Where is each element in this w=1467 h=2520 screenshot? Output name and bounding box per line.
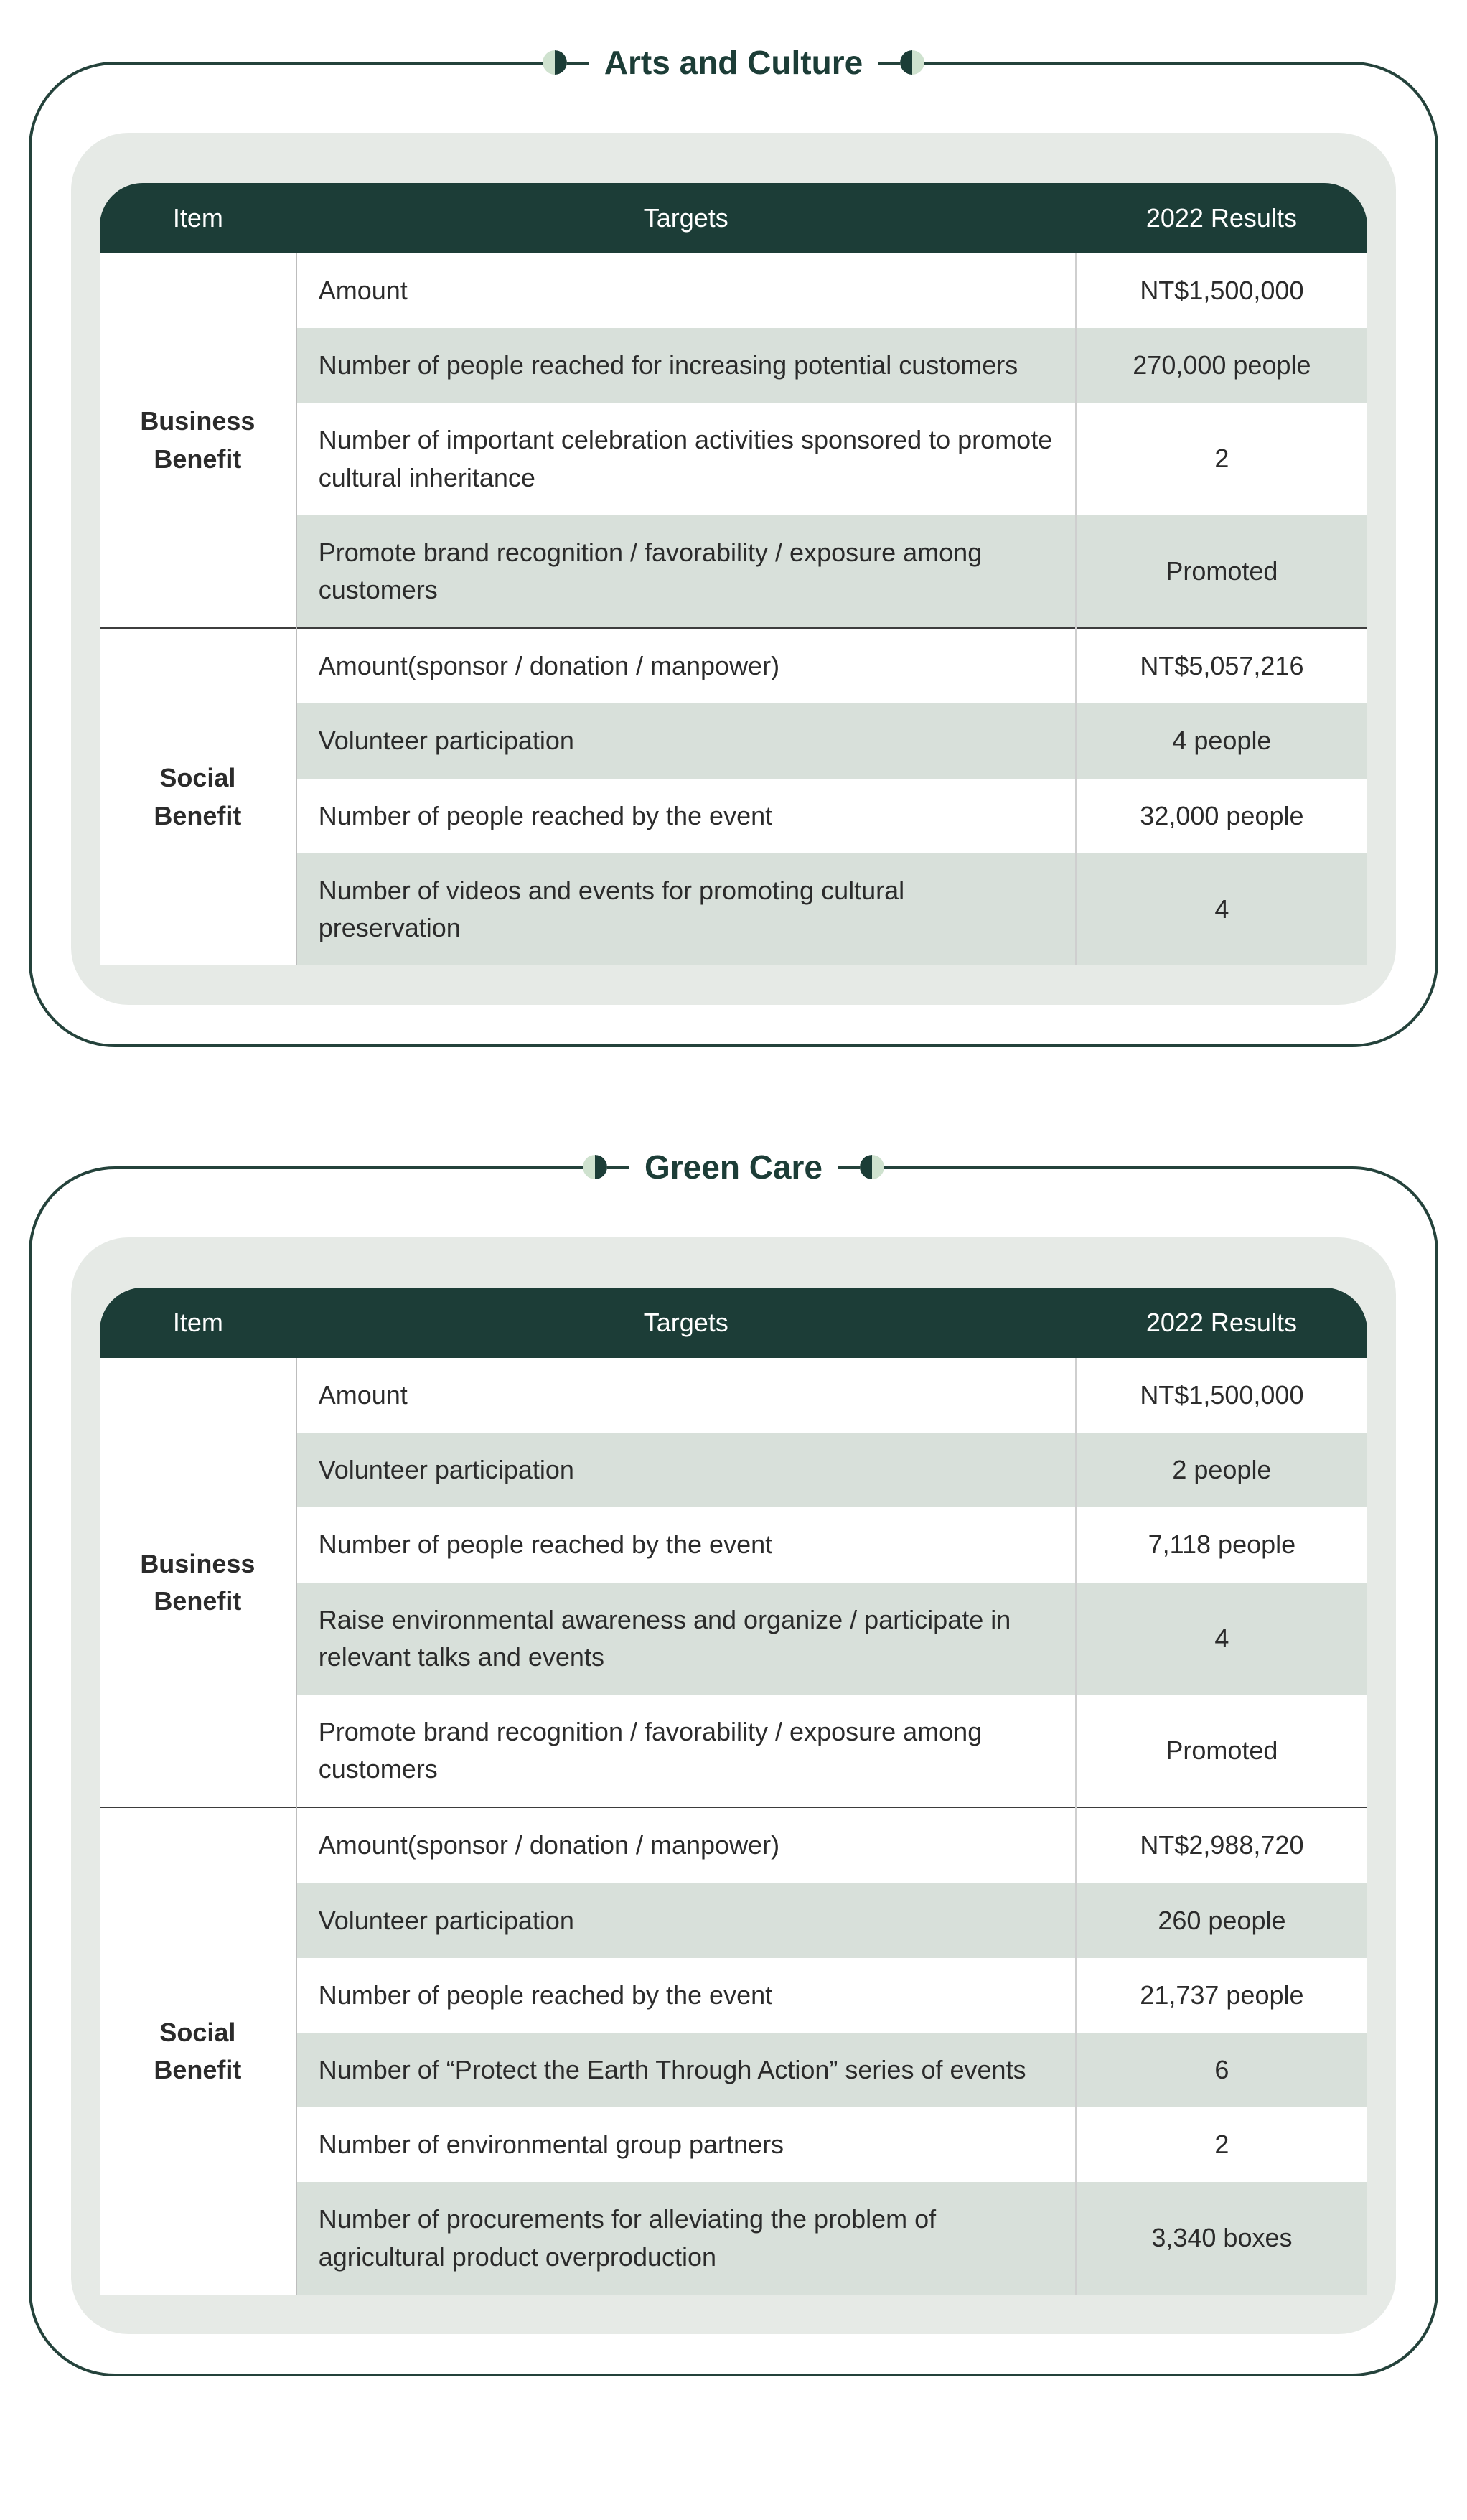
target-cell: Raise environmental awareness and organi… xyxy=(296,1583,1076,1695)
result-cell: 2 people xyxy=(1076,1433,1367,1507)
group-cell: BusinessBenefit xyxy=(100,253,296,628)
half-circle-right-icon xyxy=(900,50,924,75)
target-cell: Number of videos and events for promotin… xyxy=(296,853,1076,965)
table-row: SocialBenefitAmount(sponsor / donation /… xyxy=(100,628,1367,703)
result-cell: NT$2,988,720 xyxy=(1076,1807,1367,1883)
target-cell: Number of people reached for increasing … xyxy=(296,328,1076,403)
section: Arts and CultureItemTargets2022 ResultsB… xyxy=(29,43,1438,1047)
panel: ItemTargets2022 ResultsBusinessBenefitAm… xyxy=(71,1237,1396,2334)
result-cell: 4 people xyxy=(1076,703,1367,778)
result-cell: NT$1,500,000 xyxy=(1076,1358,1367,1433)
result-cell: 7,118 people xyxy=(1076,1507,1367,1582)
result-cell: 2 xyxy=(1076,403,1367,515)
result-cell: 32,000 people xyxy=(1076,779,1367,853)
column-header: 2022 Results xyxy=(1076,183,1367,253)
result-cell: 4 xyxy=(1076,853,1367,965)
result-cell: 6 xyxy=(1076,2033,1367,2107)
result-cell: Promoted xyxy=(1076,1695,1367,1807)
column-header: 2022 Results xyxy=(1076,1288,1367,1358)
target-cell: Promote brand recognition / favorability… xyxy=(296,1695,1076,1807)
target-cell: Promote brand recognition / favorability… xyxy=(296,515,1076,628)
target-cell: Number of important celebration activiti… xyxy=(296,403,1076,515)
group-cell: SocialBenefit xyxy=(100,628,296,965)
section-title-wrap: Green Care xyxy=(29,1148,1438,1186)
target-cell: Amount xyxy=(296,1358,1076,1433)
target-cell: Amount(sponsor / donation / manpower) xyxy=(296,1807,1076,1883)
half-circle-right-icon xyxy=(860,1155,884,1179)
half-circle-left-icon xyxy=(583,1155,607,1179)
target-cell: Amount xyxy=(296,253,1076,328)
target-cell: Volunteer participation xyxy=(296,1883,1076,1958)
table-row: BusinessBenefitAmountNT$1,500,000 xyxy=(100,1358,1367,1433)
section: Green CareItemTargets2022 ResultsBusines… xyxy=(29,1148,1438,2376)
panel: ItemTargets2022 ResultsBusinessBenefitAm… xyxy=(71,133,1396,1005)
target-cell: Number of environmental group partners xyxy=(296,2107,1076,2182)
target-cell: Number of procurements for alleviating t… xyxy=(296,2182,1076,2294)
target-cell: Amount(sponsor / donation / manpower) xyxy=(296,628,1076,703)
target-cell: Number of people reached by the event xyxy=(296,779,1076,853)
result-cell: 3,340 boxes xyxy=(1076,2182,1367,2294)
data-table: ItemTargets2022 ResultsBusinessBenefitAm… xyxy=(100,1288,1367,2295)
column-header: Item xyxy=(100,1288,296,1358)
section-title: Arts and Culture xyxy=(589,43,878,82)
result-cell: 260 people xyxy=(1076,1883,1367,1958)
target-cell: Volunteer participation xyxy=(296,1433,1076,1507)
half-circle-left-icon xyxy=(543,50,567,75)
target-cell: Number of “Protect the Earth Through Act… xyxy=(296,2033,1076,2107)
result-cell: 270,000 people xyxy=(1076,328,1367,403)
result-cell: 2 xyxy=(1076,2107,1367,2182)
result-cell: Promoted xyxy=(1076,515,1367,628)
outer-frame: ItemTargets2022 ResultsBusinessBenefitAm… xyxy=(29,62,1438,1047)
group-cell: SocialBenefit xyxy=(100,1807,296,2294)
result-cell: 21,737 people xyxy=(1076,1958,1367,2033)
outer-frame: ItemTargets2022 ResultsBusinessBenefitAm… xyxy=(29,1166,1438,2376)
section-title: Green Care xyxy=(629,1148,838,1186)
column-header: Targets xyxy=(296,183,1076,253)
result-cell: 4 xyxy=(1076,1583,1367,1695)
result-cell: NT$1,500,000 xyxy=(1076,253,1367,328)
column-header: Item xyxy=(100,183,296,253)
group-cell: BusinessBenefit xyxy=(100,1358,296,1807)
target-cell: Number of people reached by the event xyxy=(296,1958,1076,2033)
section-title-wrap: Arts and Culture xyxy=(29,43,1438,82)
target-cell: Volunteer participation xyxy=(296,703,1076,778)
table-row: BusinessBenefitAmountNT$1,500,000 xyxy=(100,253,1367,328)
target-cell: Number of people reached by the event xyxy=(296,1507,1076,1582)
table-row: SocialBenefitAmount(sponsor / donation /… xyxy=(100,1807,1367,1883)
column-header: Targets xyxy=(296,1288,1076,1358)
result-cell: NT$5,057,216 xyxy=(1076,628,1367,703)
data-table: ItemTargets2022 ResultsBusinessBenefitAm… xyxy=(100,183,1367,965)
